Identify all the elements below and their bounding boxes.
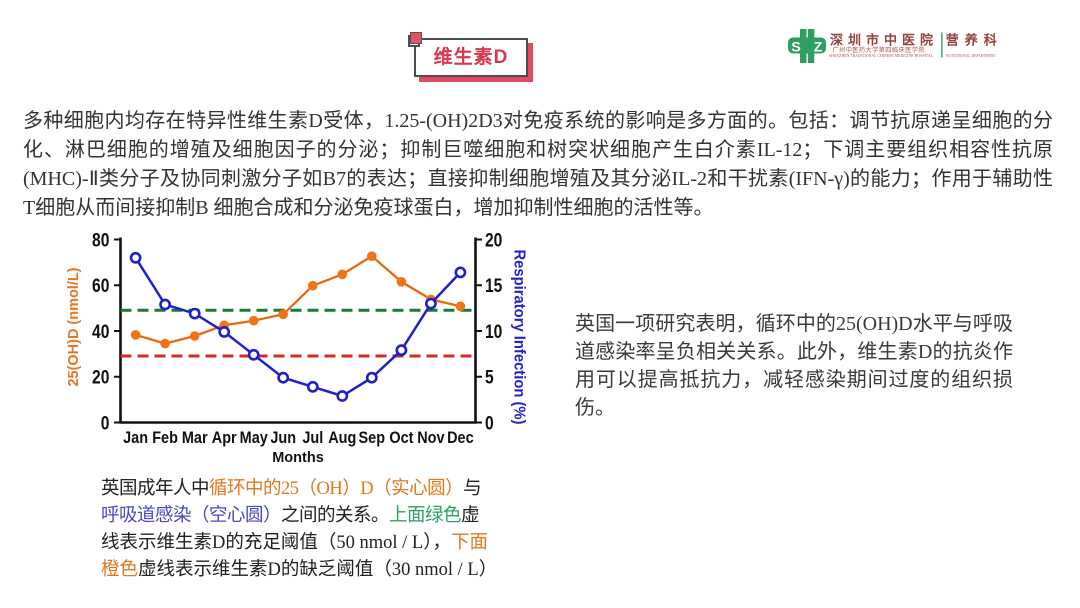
svg-text:Months: Months [272, 450, 324, 466]
svg-text:广州中医药大学第四临床医学院: 广州中医药大学第四临床医学院 [833, 46, 925, 54]
svg-text:20: 20 [92, 366, 110, 388]
svg-text:25(OH)D (nmol/L): 25(OH)D (nmol/L) [65, 267, 82, 386]
svg-text:S: S [791, 39, 800, 55]
svg-text:Jan: Jan [123, 429, 148, 447]
svg-text:SHENZHEN TRADITIONAL CHINESE M: SHENZHEN TRADITIONAL CHINESE MEDICINE HO… [829, 53, 933, 58]
svg-text:Z: Z [814, 39, 823, 55]
svg-text:Feb: Feb [152, 429, 178, 447]
svg-text:营养科: 营养科 [946, 32, 1003, 47]
svg-text:60: 60 [92, 275, 110, 297]
svg-text:0: 0 [101, 412, 110, 434]
svg-text:Sep: Sep [359, 429, 385, 447]
svg-text:10: 10 [485, 320, 503, 342]
svg-text:Dec: Dec [447, 429, 474, 447]
svg-text:Nov: Nov [417, 429, 444, 447]
svg-text:40: 40 [92, 320, 110, 342]
svg-text:80: 80 [92, 229, 110, 251]
svg-text:深圳市中医院: 深圳市中医院 [830, 32, 938, 47]
svg-text:15: 15 [485, 275, 503, 297]
svg-text:Jul: Jul [302, 429, 323, 447]
svg-text:Apr: Apr [212, 429, 237, 447]
svg-text:Aug: Aug [328, 429, 356, 447]
svg-text:0: 0 [485, 412, 494, 434]
svg-text:Respiratory Infection (%): Respiratory Infection (%) [511, 250, 528, 425]
svg-text:Jun: Jun [270, 429, 296, 447]
svg-text:20: 20 [485, 229, 503, 251]
svg-text:NUTRITIONAL DEPARTMENT: NUTRITIONAL DEPARTMENT [946, 53, 996, 58]
svg-text:5: 5 [485, 366, 494, 388]
svg-text:May: May [240, 429, 268, 447]
svg-text:Mar: Mar [182, 429, 208, 447]
svg-text:Oct: Oct [389, 429, 414, 447]
